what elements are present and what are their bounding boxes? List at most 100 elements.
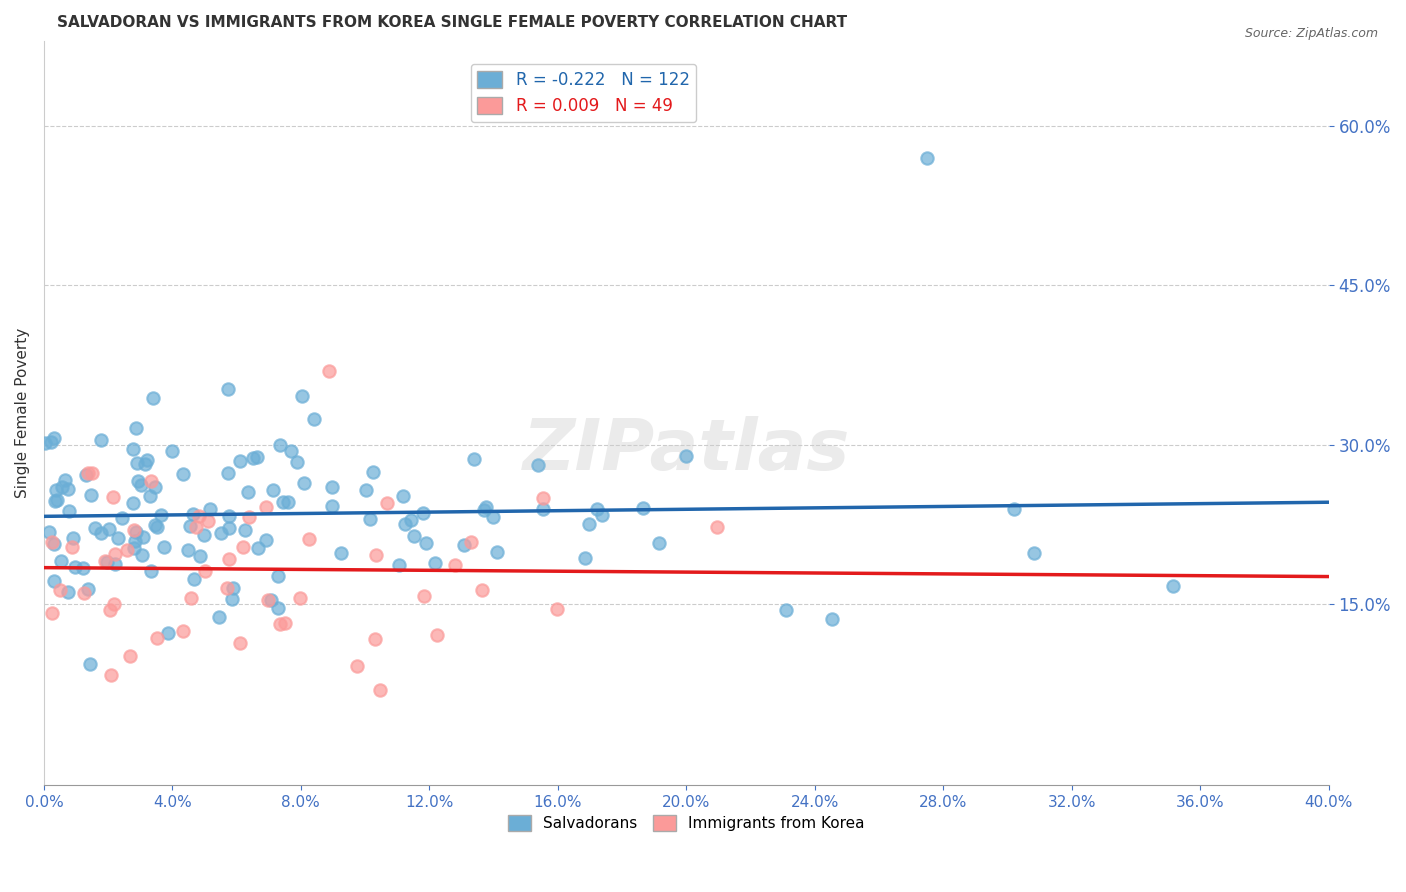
Point	[94, 554, 117, 568]
Point	[139, 489, 162, 503]
Point	[103, 597, 125, 611]
Point	[425, 556, 447, 570]
Point	[242, 450, 264, 465]
Point	[48, 583, 70, 598]
Point	[197, 514, 219, 528]
Point	[177, 543, 200, 558]
Point	[193, 528, 215, 542]
Point	[291, 389, 314, 403]
Point	[34, 435, 56, 450]
Point	[122, 442, 145, 457]
Point	[125, 421, 148, 435]
Point	[46, 492, 69, 507]
Point	[354, 483, 377, 497]
Point	[131, 548, 153, 562]
Point	[217, 581, 239, 595]
Point	[229, 636, 252, 650]
Text: ZIPatlas: ZIPatlas	[523, 416, 851, 484]
Point	[399, 513, 422, 527]
Point	[267, 568, 290, 582]
Point	[388, 558, 411, 572]
Point	[124, 534, 146, 549]
Point	[675, 450, 697, 464]
Point	[578, 517, 600, 532]
Point	[146, 632, 169, 646]
Point	[321, 500, 343, 514]
Point	[179, 519, 201, 533]
Point	[259, 592, 281, 607]
Point	[38, 524, 60, 539]
Point	[218, 508, 240, 523]
Point	[183, 572, 205, 586]
Point	[266, 601, 288, 615]
Point	[90, 434, 112, 448]
Point	[359, 512, 381, 526]
Legend: Salvadorans, Immigrants from Korea: Salvadorans, Immigrants from Korea	[502, 809, 870, 837]
Point	[274, 616, 297, 631]
Point	[139, 564, 162, 578]
Point	[77, 582, 100, 596]
Point	[125, 456, 148, 470]
Point	[391, 489, 413, 503]
Point	[404, 529, 426, 543]
Point	[143, 518, 166, 533]
Point	[363, 632, 385, 646]
Point	[1002, 502, 1025, 516]
Point	[288, 591, 311, 605]
Point	[41, 535, 63, 549]
Point	[160, 443, 183, 458]
Point	[127, 474, 149, 488]
Point	[186, 520, 208, 534]
Point	[648, 536, 671, 550]
Point	[364, 548, 387, 562]
Point	[56, 585, 79, 599]
Point	[1024, 546, 1046, 560]
Point	[546, 602, 568, 616]
Point	[208, 610, 231, 624]
Point	[117, 543, 139, 558]
Point	[460, 534, 482, 549]
Point	[72, 586, 94, 600]
Point	[187, 509, 209, 524]
Point	[277, 495, 299, 509]
Point	[122, 541, 145, 556]
Point	[280, 444, 302, 458]
Point	[44, 494, 66, 508]
Point	[42, 431, 65, 445]
Point	[146, 519, 169, 533]
Point	[62, 531, 84, 545]
Point	[475, 500, 498, 515]
Point	[775, 603, 797, 617]
Point	[58, 482, 80, 496]
Point	[98, 603, 121, 617]
Point	[131, 530, 153, 544]
Point	[297, 533, 319, 547]
Point	[482, 510, 505, 524]
Point	[80, 488, 103, 502]
Point	[254, 500, 277, 514]
Text: Source: ZipAtlas.com: Source: ZipAtlas.com	[1244, 27, 1378, 40]
Point	[190, 549, 212, 564]
Point	[44, 574, 66, 588]
Point	[472, 502, 495, 516]
Point	[122, 523, 145, 537]
Point	[181, 507, 204, 521]
Point	[444, 558, 467, 573]
Point	[136, 453, 159, 467]
Point	[41, 606, 63, 620]
Point	[107, 531, 129, 545]
Point	[426, 628, 449, 642]
Point	[60, 540, 83, 554]
Point	[51, 480, 73, 494]
Point	[218, 521, 240, 535]
Point	[257, 593, 280, 607]
Point	[1161, 579, 1184, 593]
Point	[217, 466, 239, 480]
Point	[413, 589, 436, 603]
Point	[330, 546, 353, 560]
Point	[194, 564, 217, 578]
Point	[232, 540, 254, 554]
Point	[361, 465, 384, 479]
Point	[321, 480, 343, 494]
Point	[247, 541, 270, 556]
